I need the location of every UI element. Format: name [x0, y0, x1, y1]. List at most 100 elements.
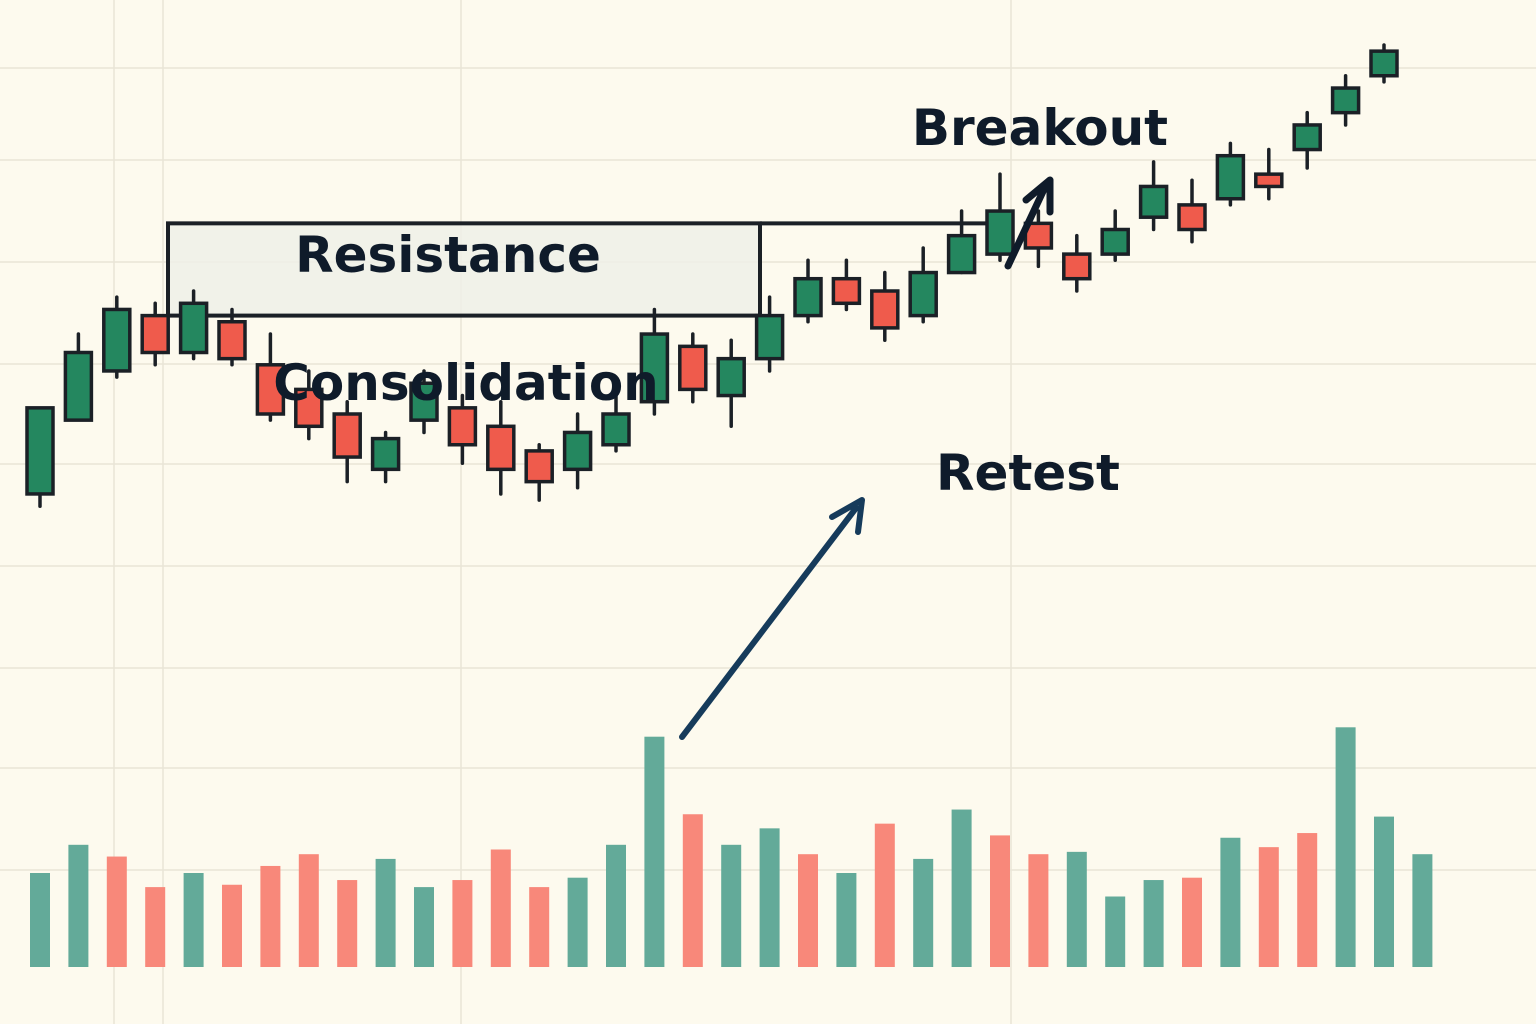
volume-bar: [1220, 837, 1241, 967]
candle-body: [1062, 252, 1092, 281]
candle: [332, 399, 362, 484]
volume-bar: [1412, 854, 1433, 967]
volume-bar: [375, 858, 396, 967]
candle-body: [1330, 86, 1361, 115]
arrows: [679, 176, 1054, 740]
breakout-arrow: [1004, 176, 1054, 270]
candle-body: [601, 412, 631, 447]
volume-bar: [682, 814, 703, 967]
volume-bar: [414, 887, 434, 967]
candle-body: [140, 313, 170, 355]
volume-bars: [30, 727, 1433, 967]
candle-body: [217, 320, 247, 361]
candle: [1215, 141, 1246, 207]
candle: [1138, 160, 1169, 232]
candle-body: [25, 406, 55, 496]
candle-body: [63, 350, 94, 422]
candle: [1330, 74, 1361, 127]
candle-body: [1369, 49, 1399, 78]
volume-bar: [951, 809, 972, 967]
candle: [1062, 233, 1092, 293]
volume-bar: [337, 880, 358, 967]
candle: [639, 307, 670, 416]
candle-body: [639, 332, 670, 404]
consolidation-box: [166, 221, 762, 318]
candle-body: [716, 356, 746, 398]
candle-body: [908, 270, 938, 318]
retest-label: Retest: [936, 444, 1120, 502]
candle: [946, 209, 977, 275]
candle-body: [562, 430, 593, 472]
volume-bar: [1258, 847, 1279, 967]
candle: [486, 399, 516, 496]
candle-body: [447, 406, 478, 447]
candle-body: [1254, 172, 1284, 189]
candle: [678, 332, 708, 404]
candle-body: [332, 412, 362, 459]
volume-bar: [260, 865, 281, 967]
candle: [294, 369, 324, 441]
candle: [562, 412, 593, 490]
volume-bar: [759, 828, 780, 967]
candle-body: [1100, 227, 1130, 256]
candle: [1100, 209, 1130, 262]
volume-bar: [721, 844, 742, 967]
candle: [370, 430, 401, 484]
volume-bar: [1297, 833, 1318, 967]
resistance-label: Resistance: [295, 226, 601, 284]
volume-bar: [1182, 877, 1202, 967]
volume-bar: [30, 873, 50, 967]
volume-bar: [1374, 816, 1394, 967]
candle: [409, 369, 439, 435]
volume-bar: [145, 887, 166, 967]
volume-bar: [1143, 880, 1164, 967]
candle: [1292, 110, 1322, 170]
candle: [985, 172, 1015, 262]
candle: [793, 258, 823, 324]
volume-bar: [1028, 854, 1049, 967]
candle: [140, 301, 170, 367]
candle-body: [1138, 184, 1169, 219]
volume-bar: [529, 887, 550, 967]
candle-body: [985, 209, 1015, 256]
candle-body: [294, 387, 324, 429]
volume-bar: [68, 844, 89, 967]
volume-bar: [836, 873, 857, 967]
volume-bar: [644, 736, 665, 967]
candle: [1177, 178, 1207, 244]
candle: [716, 338, 746, 429]
annotation-labels: Resistance Consolidation Breakout Retest: [273, 99, 1168, 502]
candle-body: [1292, 123, 1322, 152]
candle: [63, 332, 94, 422]
candle: [754, 295, 785, 373]
candle-body: [178, 301, 209, 355]
candle: [524, 443, 554, 502]
candle-body: [1215, 153, 1246, 201]
volume-bar: [106, 856, 127, 967]
candle: [255, 332, 286, 422]
volume-bar: [874, 823, 895, 967]
candles: [25, 43, 1399, 508]
volume-bar: [298, 854, 319, 967]
candle-body: [370, 436, 401, 472]
volume-bar: [452, 880, 473, 967]
price-levels: [166, 221, 990, 318]
candle-body: [831, 276, 862, 306]
candle-body: [793, 276, 823, 318]
candle-body: [870, 289, 900, 330]
volume-bar: [1335, 727, 1356, 967]
volume-bar: [567, 877, 588, 967]
volume-bar: [913, 858, 934, 967]
candle: [908, 246, 938, 324]
candle-body: [102, 307, 132, 373]
volume-bar: [183, 873, 204, 967]
volume-bar: [1105, 896, 1126, 967]
volume-bar: [990, 835, 1010, 967]
candle: [870, 270, 900, 342]
candle-body: [486, 424, 516, 472]
volume-bar: [1066, 851, 1087, 967]
volume-bar: [222, 884, 242, 967]
candle: [1369, 43, 1399, 84]
candle-body: [946, 233, 977, 275]
candle: [178, 289, 209, 361]
